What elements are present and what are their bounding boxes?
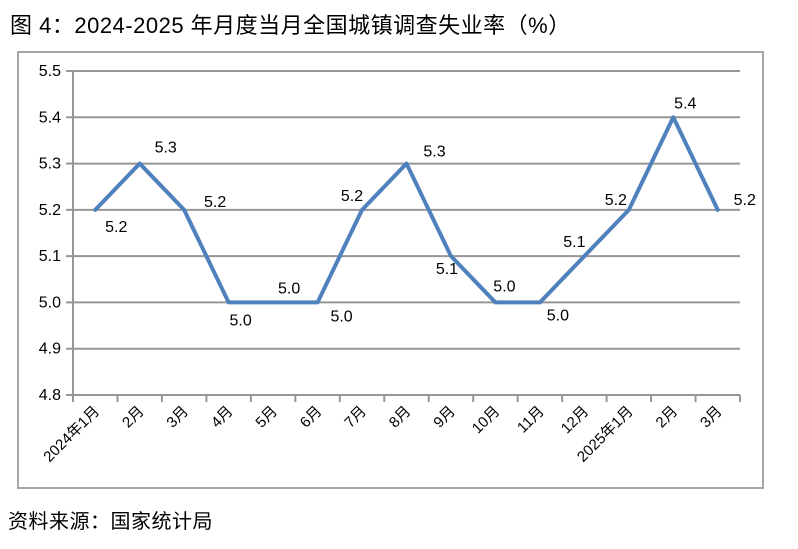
data-label: 5.2: [734, 192, 756, 209]
y-axis-label: 5.0: [39, 294, 61, 311]
data-label: 5.0: [278, 280, 300, 297]
data-label: 5.2: [204, 194, 226, 211]
data-label: 5.1: [563, 234, 585, 251]
chart-frame: 4.8 4.9 5.0 5.1 5.2 5.3 5.4 5.5 2024年1月 2月 3月 4月 5月 6…: [17, 51, 764, 489]
line-chart: 4.8 4.9 5.0 5.1 5.2 5.3 5.4 5.5 2024年1月 2月 3月 4月 5月 6…: [39, 63, 756, 466]
data-label: 5.3: [155, 140, 177, 157]
x-axis-label: 2024年1月: [40, 403, 103, 466]
figure-title: 图 4：2024-2025 年月度当月全国城镇调查失业率（%）: [10, 13, 571, 38]
data-label: 5.2: [605, 192, 627, 209]
x-axis-label: 2月: [119, 403, 148, 432]
y-axis-label: 4.8: [39, 387, 61, 404]
x-axis-label: 10月: [469, 403, 503, 437]
x-axis-label: 12月: [558, 403, 592, 437]
y-axis-label: 5.4: [39, 109, 61, 126]
data-label: 5.3: [423, 144, 445, 161]
data-label: 5.0: [547, 307, 569, 324]
x-axis-label: 11月: [514, 403, 548, 437]
y-axis-label: 5.2: [39, 202, 61, 219]
data-label: 5.1: [436, 261, 458, 278]
y-axis-label: 5.1: [39, 248, 61, 265]
x-axis-label: 4月: [208, 403, 237, 432]
y-axis-label: 5.5: [39, 63, 61, 80]
data-label: 5.0: [493, 278, 515, 295]
y-axis-label: 4.9: [39, 341, 61, 358]
data-label: 5.2: [341, 188, 363, 205]
x-axis-label: 9月: [430, 403, 459, 432]
x-axis-label: 6月: [297, 403, 326, 432]
x-axis-label: 8月: [386, 403, 415, 432]
data-label: 5.2: [105, 219, 127, 236]
x-axis-label: 7月: [341, 403, 370, 432]
x-axis-label: 2月: [653, 403, 682, 432]
data-label: 5.4: [674, 95, 696, 112]
unemployment-line-series: [93, 115, 720, 305]
x-axis-label: 3月: [163, 403, 192, 432]
y-axis-label: 5.3: [39, 156, 61, 173]
data-label: 5.0: [230, 312, 252, 329]
source-note: 资料来源：国家统计局: [8, 511, 213, 533]
x-axis-label: 5月: [252, 403, 281, 432]
data-label: 5.0: [330, 308, 352, 325]
x-axis-label: 3月: [697, 403, 726, 432]
